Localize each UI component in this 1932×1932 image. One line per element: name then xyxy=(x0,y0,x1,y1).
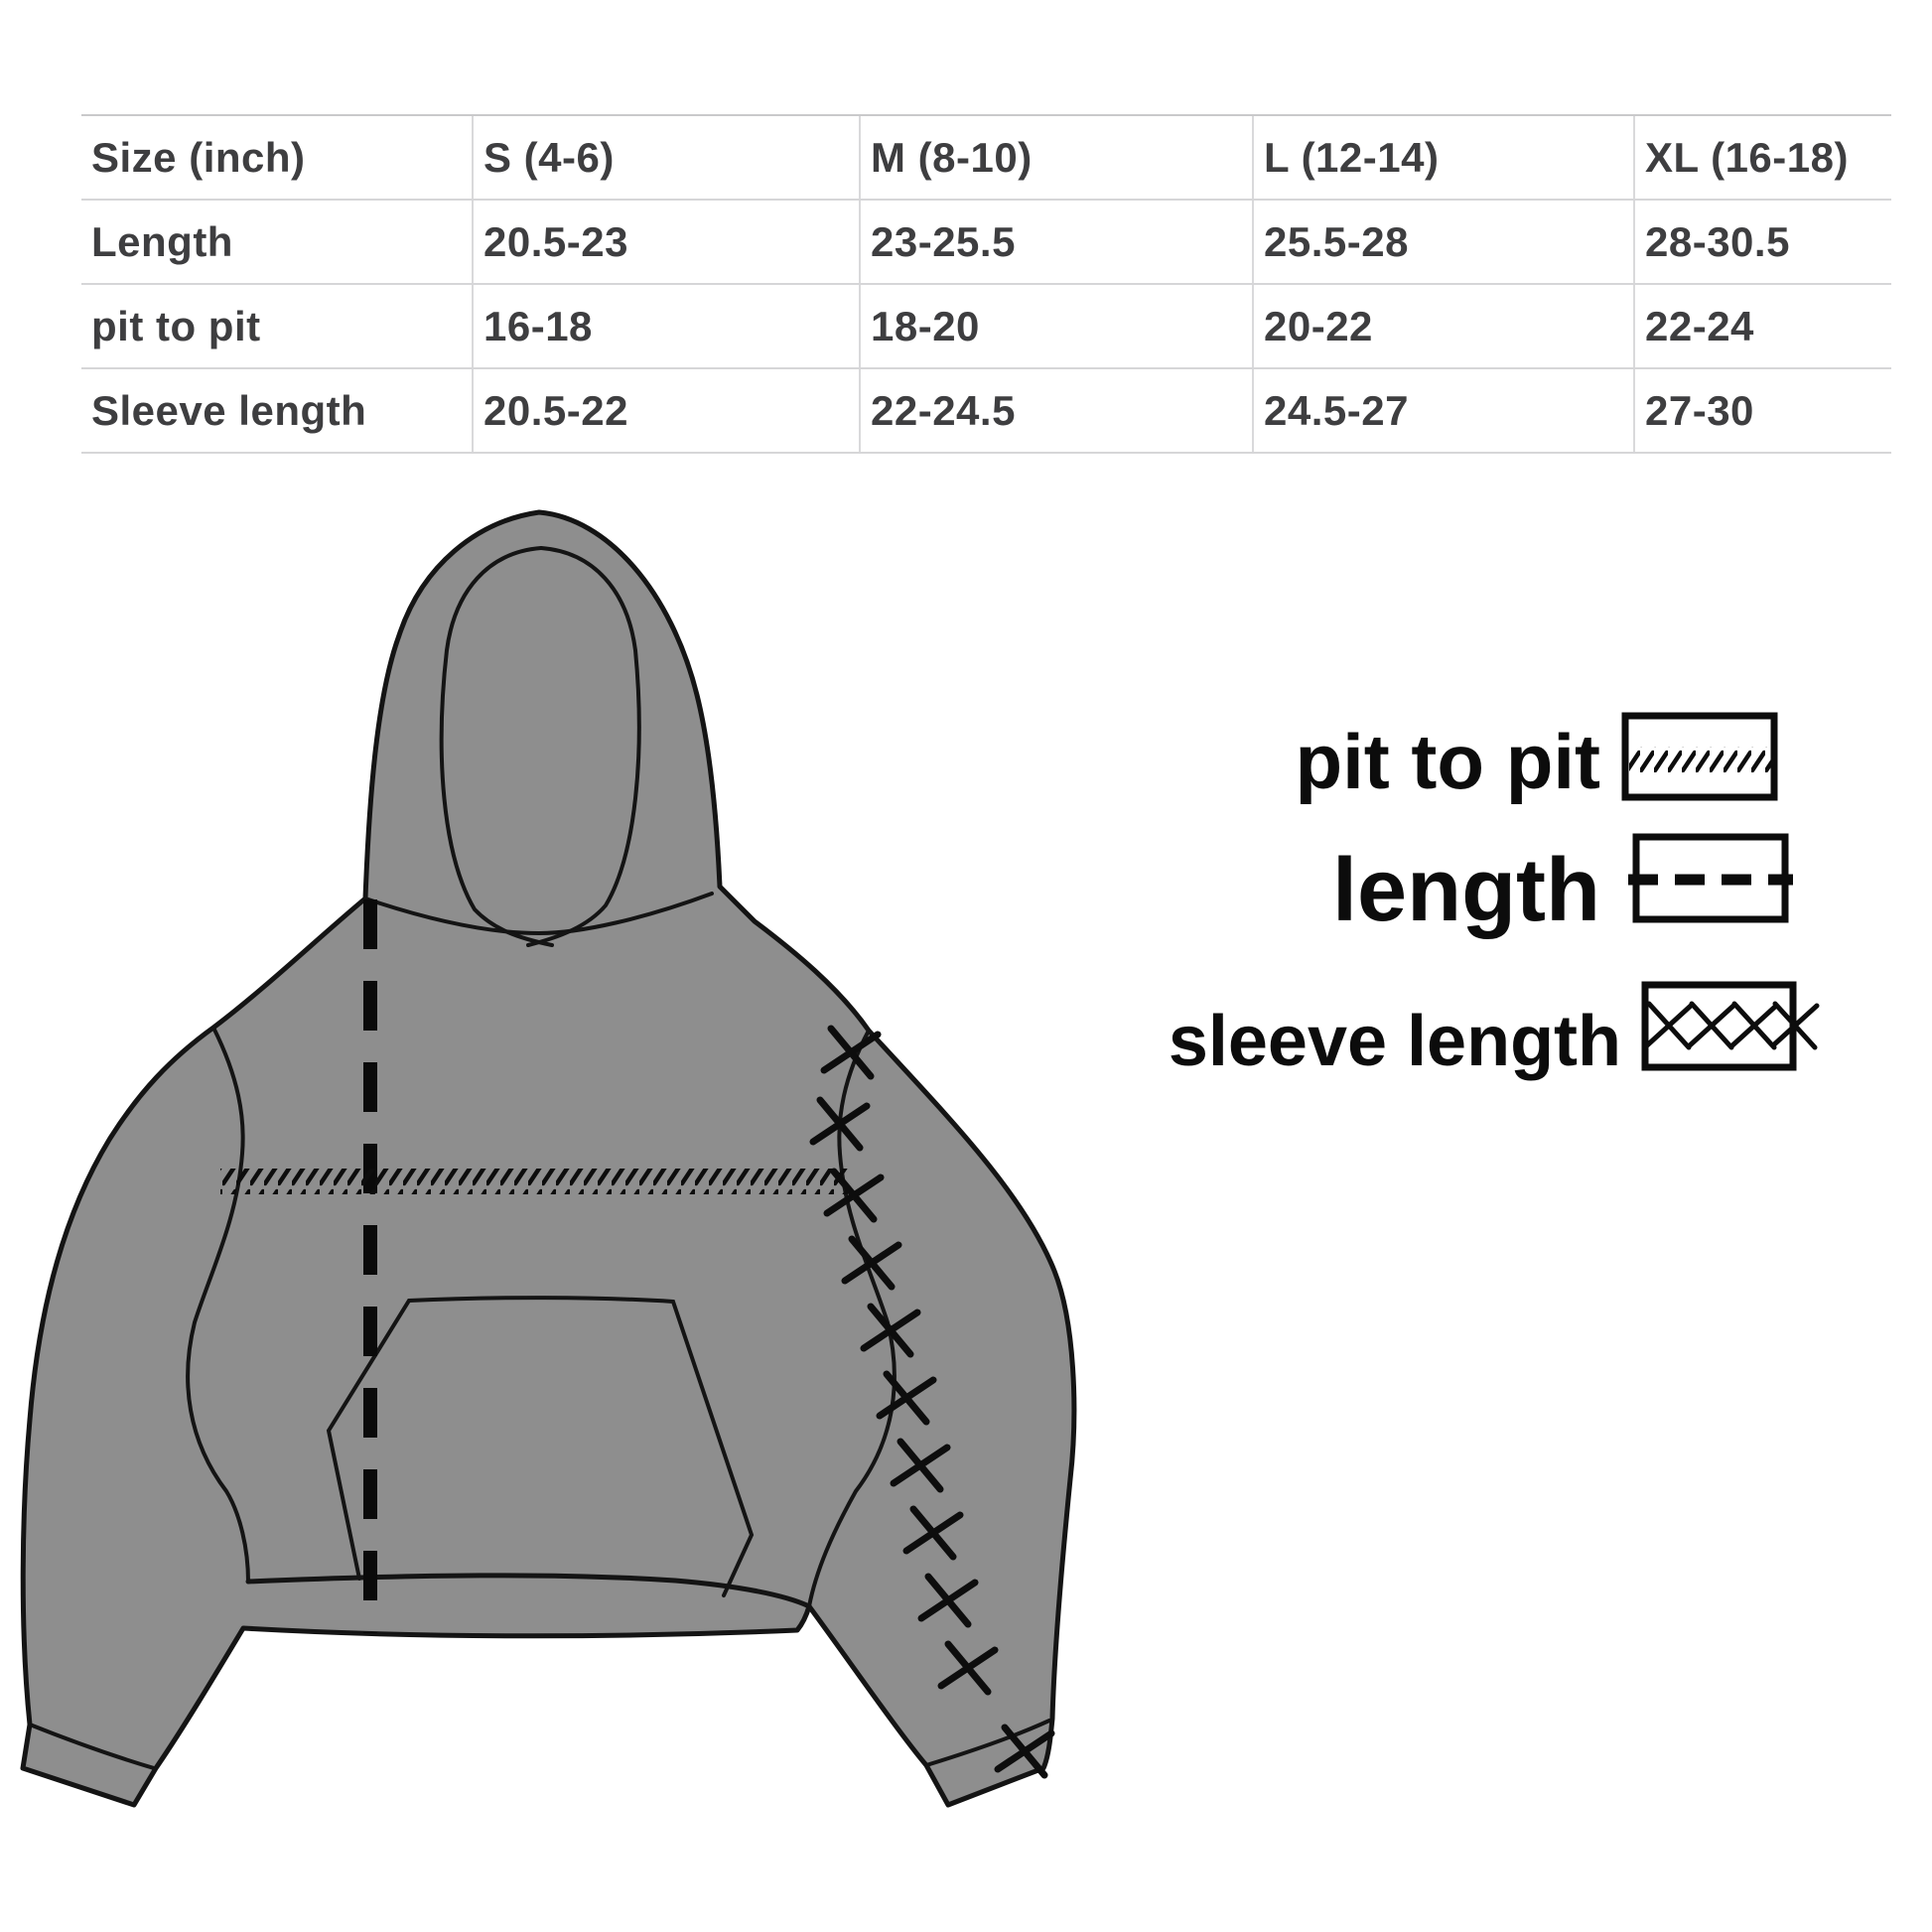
legend-label-sleeve-length: sleeve length xyxy=(1168,1002,1621,1081)
table-cell: 20.5-23 xyxy=(472,201,859,283)
legend-swatch-sleeve-length xyxy=(1641,981,1820,1071)
legend-label-length: length xyxy=(1332,841,1600,940)
column-header: Size (inch) xyxy=(91,133,306,181)
table-cell: 24.5-27 xyxy=(1252,369,1633,452)
table-cell: 28-30.5 xyxy=(1633,201,1891,283)
hood-inner-right-seam xyxy=(526,546,641,947)
right-cuff-seam xyxy=(924,1719,1051,1767)
table-row-length: Length 20.5-23 23-25.5 25.5-28 28-30.5 xyxy=(81,199,1891,283)
legend-swatch-length xyxy=(1628,833,1793,923)
hoodie-silhouette xyxy=(20,509,1077,1808)
row-label: Sleeve length xyxy=(91,386,367,434)
size-table: Size (inch) S (4-6) M (8-10) L (12-14) X… xyxy=(81,114,1891,454)
legend-label-pit-to-pit: pit to pit xyxy=(1295,718,1600,805)
column-header: S (4-6) xyxy=(472,116,859,199)
column-header: M (8-10) xyxy=(859,116,1252,199)
table-cell: 20-22 xyxy=(1252,285,1633,367)
kangaroo-pocket xyxy=(326,1296,755,1597)
column-header: XL (16-18) xyxy=(1633,116,1891,199)
pit-to-pit-measure-line xyxy=(220,1169,848,1194)
table-cell: 23-25.5 xyxy=(859,201,1252,283)
left-armhole-seam xyxy=(186,1026,250,1584)
table-row-pit-to-pit: pit to pit 16-18 18-20 20-22 22-24 xyxy=(81,283,1891,367)
sleeve-length-measure-xchain xyxy=(809,1025,1055,1779)
neck-seam xyxy=(363,892,714,936)
row-label: Length xyxy=(91,217,233,265)
table-cell: 20.5-22 xyxy=(472,369,859,452)
table-cell: 27-30 xyxy=(1633,369,1891,452)
table-cell: 22-24 xyxy=(1633,285,1891,367)
table-cell: 18-20 xyxy=(859,285,1252,367)
table-cell: 16-18 xyxy=(472,285,859,367)
column-header: L (12-14) xyxy=(1252,116,1633,199)
size-table-header-row: Size (inch) S (4-6) M (8-10) L (12-14) X… xyxy=(81,116,1891,199)
hood-inner-left-seam xyxy=(439,546,554,947)
left-cuff-seam xyxy=(28,1723,156,1770)
table-cell: 25.5-28 xyxy=(1252,201,1633,283)
legend-swatch-pit-to-pit xyxy=(1621,712,1778,801)
table-cell: 22-24.5 xyxy=(859,369,1252,452)
row-label: pit to pit xyxy=(91,302,261,349)
table-row-sleeve-length: Sleeve length 20.5-22 22-24.5 24.5-27 27… xyxy=(81,367,1891,452)
